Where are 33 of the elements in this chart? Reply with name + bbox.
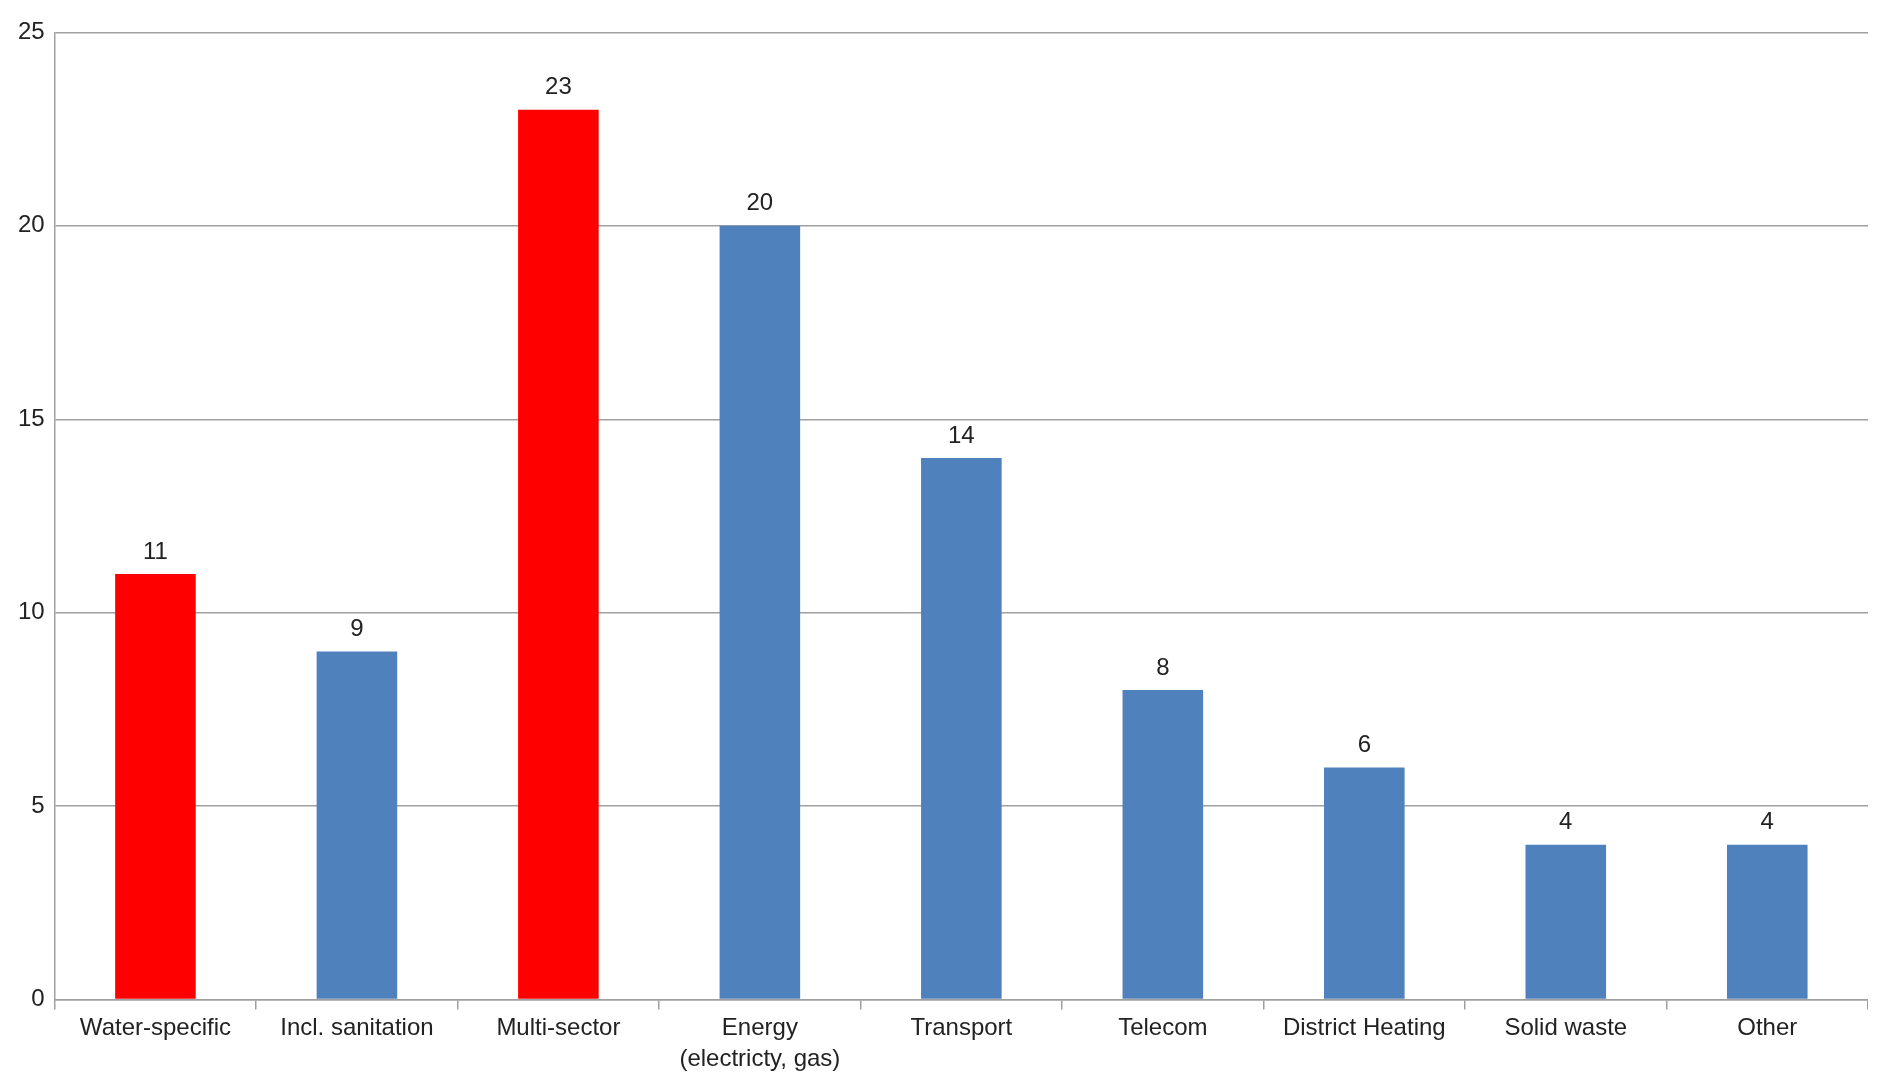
bar (115, 574, 196, 999)
x-tick-label: District Heating (1282, 1012, 1446, 1040)
x-tick-label: Energy (electricty, gas) (679, 1012, 841, 1072)
x-tick-label: Telecom (1118, 1012, 1208, 1040)
bar (1525, 844, 1607, 999)
data-label: 9 (350, 614, 364, 642)
data-label: 8 (1156, 652, 1170, 680)
y-tick-label: 20 (17, 210, 45, 238)
data-label: 4 (1559, 807, 1573, 835)
x-tick-label: Incl. sanitation (280, 1012, 434, 1040)
x-tick-label: Multi-sector (496, 1012, 621, 1040)
data-label: 14 (948, 420, 975, 448)
bar (1122, 690, 1204, 999)
bar (1324, 767, 1405, 999)
data-label: 4 (1760, 807, 1774, 835)
bar (518, 109, 599, 999)
data-label: 6 (1357, 730, 1371, 758)
y-tick-label: 25 (17, 17, 45, 45)
data-label: 11 (142, 536, 168, 564)
bar (1726, 844, 1808, 999)
bar (316, 651, 398, 999)
y-tick-label: 5 (31, 790, 45, 818)
x-tick-label: Water-specific (79, 1012, 231, 1040)
y-tick-label: 10 (17, 597, 45, 625)
y-tick-label: 15 (17, 403, 45, 431)
x-tick-label: Transport (910, 1012, 1013, 1040)
data-label: 20 (746, 188, 774, 216)
x-tick-label: Other (1737, 1012, 1798, 1040)
bar (921, 457, 1002, 999)
y-tick-label: 0 (31, 984, 45, 1012)
bar (719, 225, 801, 999)
data-label: 23 (545, 72, 572, 100)
x-tick-label: Solid waste (1504, 1012, 1628, 1040)
